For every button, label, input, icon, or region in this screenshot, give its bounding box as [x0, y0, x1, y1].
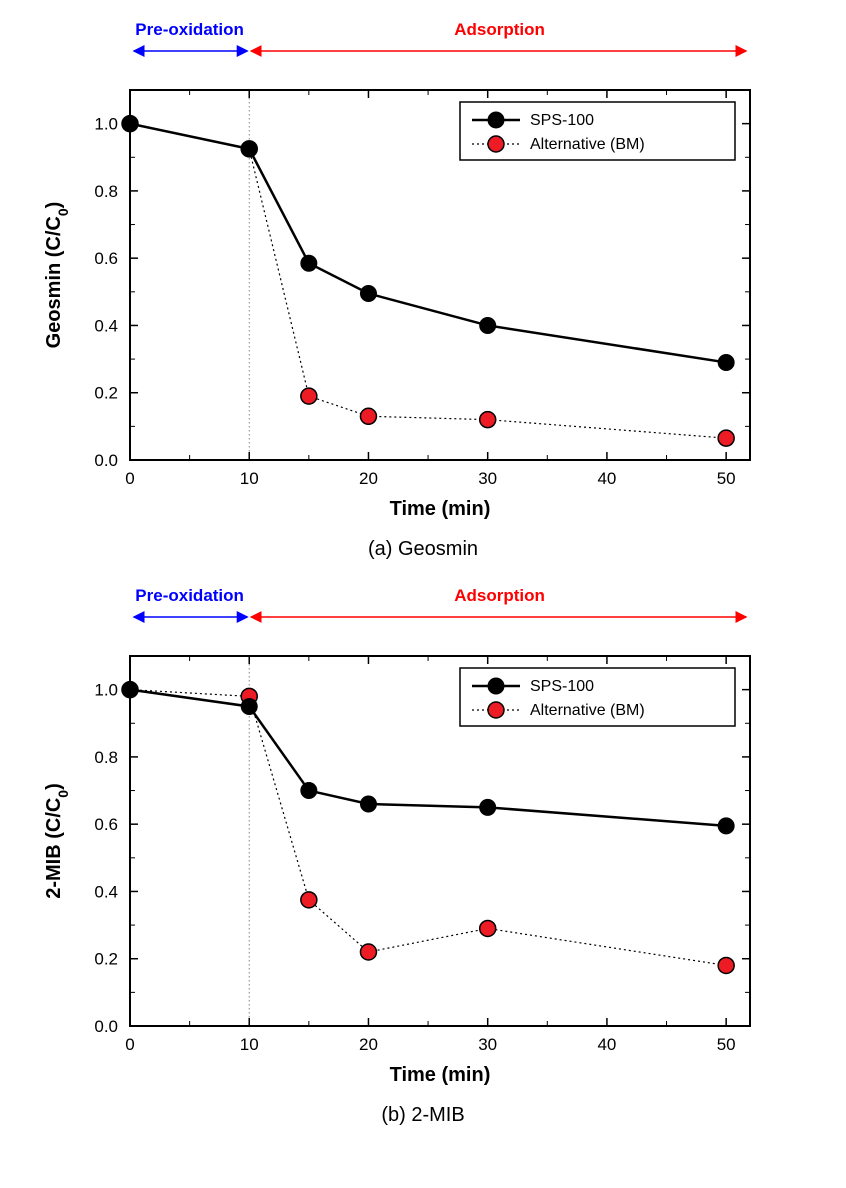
legend-sps-label: SPS-100 [530, 678, 594, 695]
xtick-label: 30 [478, 1035, 497, 1054]
xtick-label: 10 [240, 469, 259, 488]
legend: SPS-100 Alternative (BM) [460, 102, 735, 160]
ytick-label: 0.8 [94, 182, 118, 201]
marker-sps [301, 783, 317, 799]
ytick-label: 0.4 [94, 316, 118, 335]
caption-mib: (b) 2-MIB [20, 1104, 826, 1127]
chart-block-mib: Pre-oxidationAdsorption 0 10 20 30 40 50 0.0 0.2… [20, 586, 826, 1127]
xtick-label: 50 [717, 1035, 736, 1054]
marker-sps [241, 698, 257, 714]
xlabel: Time (min) [390, 498, 491, 520]
legend-alt-label: Alternative (BM) [530, 702, 645, 719]
marker-alternative [301, 892, 317, 908]
ytick-label: 0.2 [94, 384, 118, 403]
marker-sps [360, 286, 376, 302]
ylabel: 2-MIB (C/C0) [43, 783, 71, 899]
chart-mib: 0 10 20 30 40 50 0.0 0.2 0.4 0.6 0.8 1.0 Time (min) 2… [20, 626, 780, 1096]
chart-block-geosmin: Pre-oxidationAdsorption 0 10 20 30 40 50 0.0 0.2… [20, 20, 826, 561]
marker-sps [122, 682, 138, 698]
marker-alternative [480, 920, 496, 936]
marker-alternative [360, 408, 376, 424]
marker-sps [122, 116, 138, 132]
ytick-label: 1.0 [94, 681, 118, 700]
marker-alternative [360, 944, 376, 960]
ytick-label: 1.0 [94, 115, 118, 134]
adsorption-label: Adsorption [249, 586, 750, 606]
chart-geosmin: 0 10 20 30 40 50 0.0 0.2 0.4 0.6 0.8 1.0 Time (min) G… [20, 60, 780, 530]
xtick-label: 20 [359, 1035, 378, 1054]
adsorption-label: Adsorption [249, 20, 750, 40]
phase-arrows [130, 608, 750, 623]
xlabel: Time (min) [390, 1064, 491, 1086]
xtick-label: 10 [240, 1035, 259, 1054]
preoxidation-label: Pre-oxidation [130, 20, 249, 40]
marker-alternative [718, 430, 734, 446]
marker-sps [301, 255, 317, 271]
ytick-label: 0.2 [94, 950, 118, 969]
legend-alt-label: Alternative (BM) [530, 136, 645, 153]
legend-sps-label: SPS-100 [530, 112, 594, 129]
xtick-label: 40 [597, 1035, 616, 1054]
caption-geosmin: (a) Geosmin [20, 538, 826, 561]
phase-header: Pre-oxidationAdsorption [130, 586, 750, 626]
phase-arrows [130, 42, 750, 57]
xtick-label: 30 [478, 469, 497, 488]
series-alternative-line [130, 124, 726, 439]
marker-sps [241, 141, 257, 157]
xtick-label: 40 [597, 469, 616, 488]
marker-sps [360, 796, 376, 812]
ytick-label: 0.0 [94, 1017, 118, 1036]
ytick-label: 0.6 [94, 249, 118, 268]
marker-sps [718, 354, 734, 370]
marker-sps [718, 818, 734, 834]
marker-sps [480, 799, 496, 815]
series-alternative-line [130, 690, 726, 966]
xtick-label: 0 [125, 1035, 134, 1054]
preoxidation-label: Pre-oxidation [130, 586, 249, 606]
phase-header: Pre-oxidationAdsorption [130, 20, 750, 60]
xtick-label: 0 [125, 469, 134, 488]
ylabel: Geosmin (C/C0) [43, 202, 71, 349]
xtick-label: 50 [717, 469, 736, 488]
ytick-label: 0.8 [94, 748, 118, 767]
marker-alternative [480, 412, 496, 428]
marker-alternative [301, 388, 317, 404]
ytick-label: 0.0 [94, 451, 118, 470]
legend: SPS-100 Alternative (BM) [460, 668, 735, 726]
ytick-label: 0.4 [94, 882, 118, 901]
marker-sps [480, 317, 496, 333]
ytick-label: 0.6 [94, 815, 118, 834]
marker-alternative [718, 957, 734, 973]
xtick-label: 20 [359, 469, 378, 488]
